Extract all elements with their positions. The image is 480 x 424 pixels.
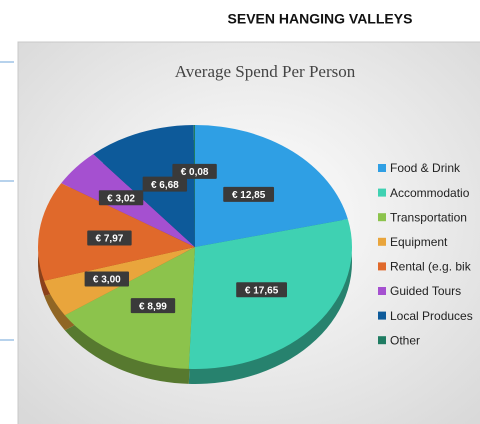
legend-swatch: [378, 287, 386, 295]
page-title: SEVEN HANGING VALLEYS: [228, 11, 413, 27]
data-label-box: [236, 282, 287, 298]
legend-label: Local Produces: [390, 309, 473, 323]
legend-label: Food & Drink: [390, 161, 461, 175]
slice: [193, 125, 195, 247]
legend-swatch: [378, 336, 386, 345]
data-label: € 12,85: [232, 190, 266, 201]
data-label-box: [98, 190, 144, 206]
data-label: € 6,68: [151, 180, 179, 191]
data-label: € 8,99: [139, 301, 167, 312]
data-label: € 0,08: [181, 167, 209, 178]
legend-swatch: [378, 311, 386, 320]
data-label-box: [172, 163, 217, 179]
legend-swatch: [378, 164, 386, 172]
legend-label: Guided Tours: [390, 284, 461, 298]
legend-swatch: [378, 237, 386, 246]
chart-title: Average Spend Per Person: [175, 62, 356, 81]
legend-swatch: [378, 213, 386, 222]
data-label-box: [142, 176, 188, 192]
data-label: € 7,97: [96, 234, 124, 245]
legend-label: Other: [390, 333, 420, 347]
left-margin-lines: [0, 61, 14, 341]
slice: [64, 247, 196, 369]
legend-swatch: [378, 188, 386, 197]
data-label-box: [130, 298, 176, 314]
pie: € 12,85 € 17,65 € 8,99 € 3,00 € 7,97 € 3,02 € …: [38, 125, 352, 384]
data-label: € 3,00: [93, 275, 121, 286]
legend-label: Rental (e.g. bik: [390, 260, 472, 274]
data-label: € 17,65: [245, 285, 279, 296]
legend-label: Transportation: [390, 210, 467, 224]
legend-label: Equipment: [390, 235, 448, 249]
data-label-box: [223, 186, 275, 202]
legend: Food & Drink Accommodatio Transportation Eq…: [378, 161, 473, 347]
legend-label: Accommodatio: [390, 186, 470, 200]
legend-swatch: [378, 262, 386, 271]
data-label-box: [84, 271, 130, 287]
slice: [195, 125, 348, 247]
data-label-box: [87, 230, 132, 246]
data-label: € 3,02: [107, 193, 135, 204]
